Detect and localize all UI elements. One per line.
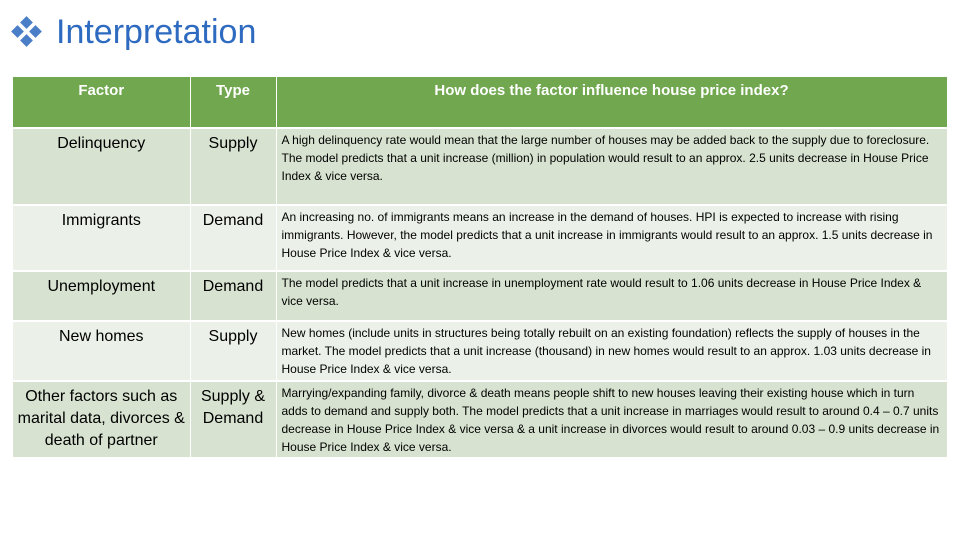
table-row: Other factors such as marital data, divo… (13, 380, 948, 457)
table-row: Delinquency Supply A high delinquency ra… (13, 127, 948, 205)
row-description: New homes (include units in structures b… (276, 320, 948, 381)
title-row: Interpretation (11, 12, 257, 52)
factor-table: Factor Type How does the factor influenc… (13, 77, 948, 457)
row-type: Supply & Demand (190, 380, 277, 457)
diamond-bullet-icon (11, 16, 42, 47)
row-factor: Other factors such as marital data, divo… (13, 380, 191, 457)
row-type: Demand (190, 204, 277, 271)
header-factor: Factor (13, 77, 191, 128)
table-row: New homes Supply New homes (include unit… (13, 320, 948, 381)
row-factor: Delinquency (13, 127, 191, 205)
row-factor: Unemployment (13, 270, 191, 321)
row-factor: Immigrants (13, 204, 191, 271)
table-header-row: Factor Type How does the factor influenc… (13, 77, 948, 128)
table-row: Immigrants Demand An increasing no. of i… (13, 204, 948, 271)
row-type: Supply (190, 320, 277, 381)
header-type: Type (190, 77, 277, 128)
row-type: Demand (190, 270, 277, 321)
row-factor: New homes (13, 320, 191, 381)
row-description: The model predicts that a unit increase … (276, 270, 948, 321)
header-influence: How does the factor influence house pric… (276, 77, 948, 128)
slide-title: Interpretation (56, 13, 257, 51)
table-row: Unemployment Demand The model predicts t… (13, 270, 948, 321)
row-type: Supply (190, 127, 277, 205)
row-description: An increasing no. of immigrants means an… (276, 204, 948, 271)
row-description: A high delinquency rate would mean that … (276, 127, 948, 205)
row-description: Marrying/expanding family, divorce & dea… (276, 380, 948, 457)
